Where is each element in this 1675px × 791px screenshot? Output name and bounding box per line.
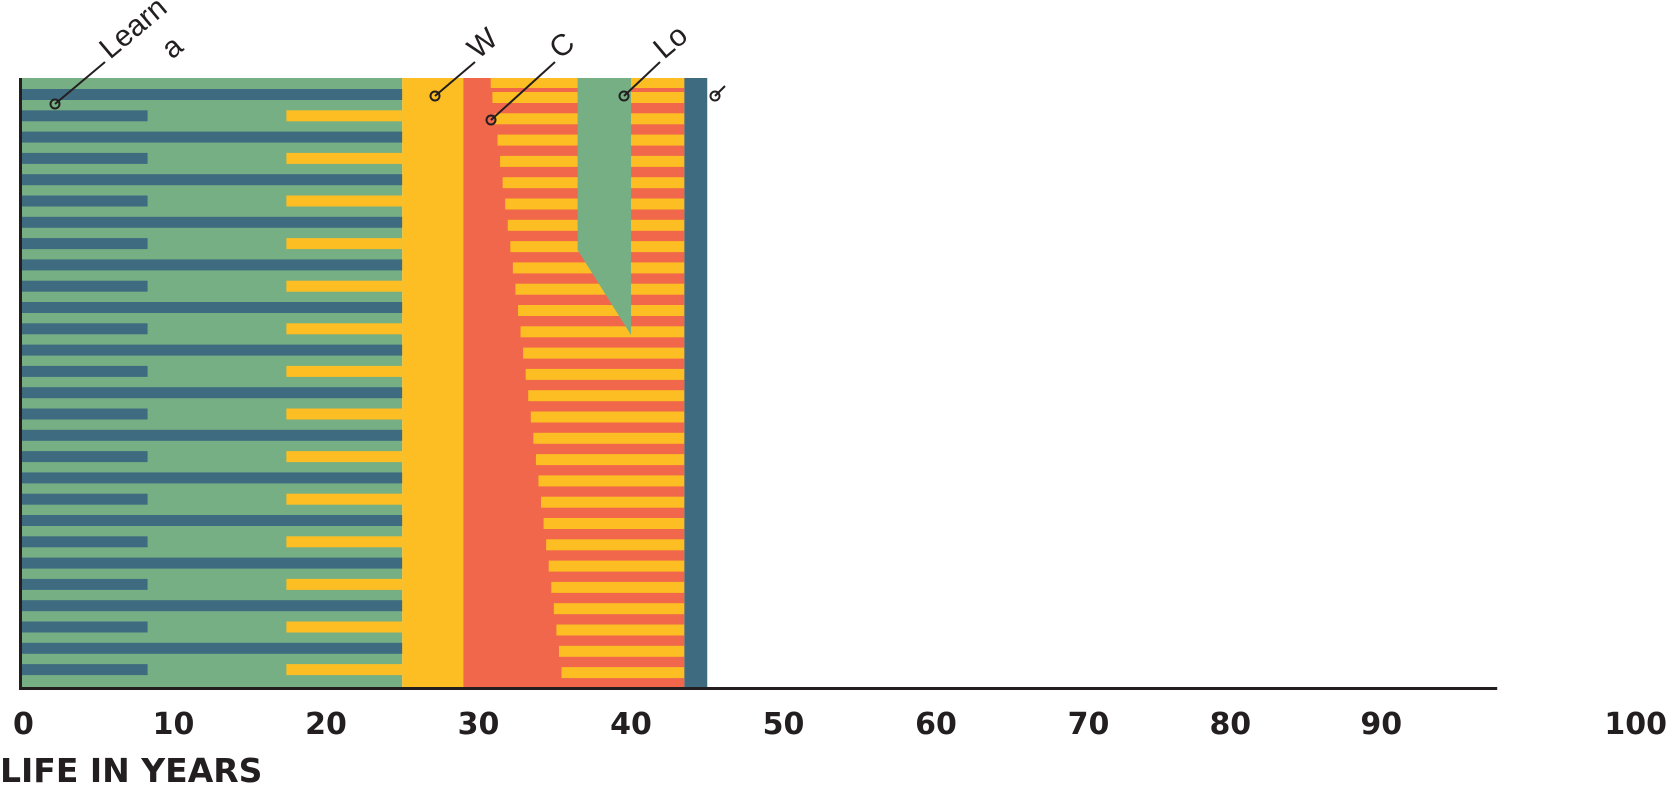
stripe-career [528,390,685,402]
segment-working [402,78,464,687]
stripe-learning-yellow [286,152,403,164]
stripe-learning-full [21,216,403,228]
x-tick-label: 100 [1604,707,1667,742]
x-tick-label: 80 [1209,707,1251,742]
x-tick-label: 60 [915,707,957,742]
stripe-career [525,368,685,380]
x-tick-label: 30 [458,707,500,742]
stripe-learning-short [21,451,148,463]
stripe-learning-yellow [286,280,403,292]
stripe-career [553,603,685,615]
stripe-learning-yellow [286,621,403,633]
stripe-learning-full [21,387,403,399]
segment-leisure [577,78,631,335]
stripe-learning-short [21,408,148,420]
stripe-learning-yellow [286,365,403,377]
y-axis-line [19,78,22,689]
stripe-career [541,496,685,508]
stripe-learning-short [21,152,148,164]
stripe-learning-short [21,621,148,633]
stripe-career [515,283,685,295]
callout-dot [49,98,61,110]
stripe-career [548,560,685,572]
stripe-learning-full [21,642,403,654]
stripe-learning-yellow [286,664,403,676]
stripe-career [561,667,685,679]
stripe-learning-yellow [286,238,403,250]
stripe-learning-short [21,493,148,505]
stripe-learning-full [21,174,403,186]
stripe-learning-short [21,536,148,548]
x-axis-title: LIFE IN YEARS [0,751,262,790]
stripe-learning-full [21,557,403,569]
stripe-career [530,411,685,423]
stripe-learning-full [21,429,403,441]
x-axis: 0 10 20 30 40 50 60 70 80 90 100 [13,78,1667,742]
stripe-learning-yellow [286,451,403,463]
stripe-learning-short [21,110,148,122]
stripe-learning-yellow [286,110,403,122]
segment-career [463,78,685,687]
stripe-learning-yellow [286,195,403,207]
x-tick-label: 50 [763,707,805,742]
stripe-career [517,305,685,316]
stripe-learning-yellow [286,493,403,505]
stripe-learning-short [21,664,148,676]
stripe-career [556,624,685,636]
callout-label: Lo [647,19,694,66]
stripe-career [535,454,685,466]
segment-final [684,78,708,687]
stripe-career [533,432,685,444]
stripe-learning-yellow [286,578,403,590]
stripe-learning-short [21,280,148,292]
callout-dot [485,114,497,126]
stripe-career [520,326,685,338]
x-tick-label: 0 [13,707,34,742]
stripe-learning-full [21,515,403,526]
stripe-learning-short [21,578,148,590]
stripe-career [558,645,685,657]
callout-dot [429,90,441,102]
stripe-career [523,347,685,359]
x-tick-label: 20 [305,707,347,742]
callout-label: a [155,29,189,65]
stripe-learning-short [21,365,148,377]
x-tick-label: 40 [610,707,652,742]
stripe-career [546,539,685,551]
callout-leader [54,61,106,105]
callout-leader [490,61,556,121]
stripe-career [543,518,685,529]
stripe-learning-full [21,600,403,612]
stripe-learning-full [21,131,403,143]
callout-label: Learn [93,0,173,65]
callout-label: C [543,26,581,65]
segment-learning [21,78,403,687]
stripe-learning-yellow [286,408,403,420]
stripe-learning-full [21,472,403,484]
stripe-learning-yellow [286,323,403,335]
x-tick-label: 90 [1360,707,1402,742]
callout-leader [623,61,661,97]
plot-area [21,78,708,687]
stripe-learning-full [21,344,403,356]
callout-leader [434,61,476,97]
stripe-learning-full [21,89,403,100]
stripe-learning-short [21,323,148,335]
stripe-learning-short [21,238,148,250]
x-tick-label: 10 [153,707,195,742]
x-axis-line [19,687,1498,690]
stripe-learning-yellow [286,536,403,548]
stripe-career [538,475,685,487]
stripe-learning-full [21,259,403,271]
x-tick-label: 70 [1068,707,1110,742]
callout-dot [618,90,630,102]
callout-dot [709,90,721,102]
stripe-learning-short [21,195,148,207]
callout-label: W [461,21,504,65]
stripe-career [551,581,685,593]
callout-leader [714,85,726,97]
stripe-learning-full [21,302,403,313]
